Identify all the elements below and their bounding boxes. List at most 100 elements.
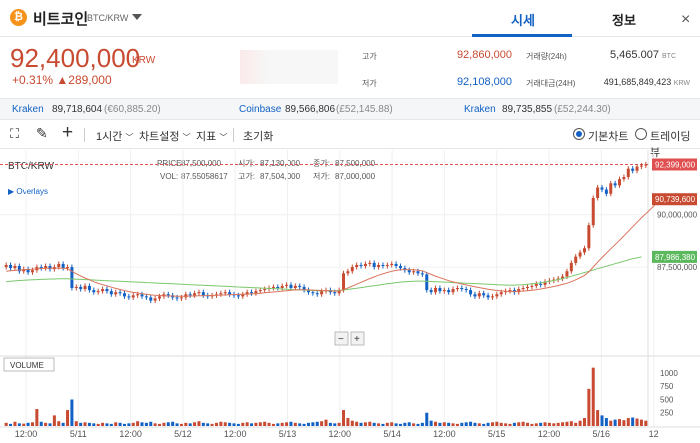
exchange-sub: (€60,885.20) — [104, 104, 161, 115]
candle-body — [306, 290, 310, 293]
zoom-in-button[interactable] — [350, 331, 365, 346]
tradingview-label[interactable]: 트레이딩뷰 — [650, 131, 691, 159]
chart-grid — [0, 150, 700, 428]
tab-info[interactable]: 정보 — [612, 13, 636, 28]
volume-bar — [61, 422, 65, 426]
pen-icon[interactable]: ✎ — [36, 125, 48, 141]
exchange-name[interactable]: Kraken — [464, 104, 496, 115]
candle-body — [469, 290, 473, 295]
coin-name[interactable]: 비트코인 — [33, 11, 89, 28]
volume-bar — [320, 421, 324, 426]
candle-body — [526, 286, 530, 288]
chevron-down-icon: ﹀ — [125, 133, 134, 142]
overlays-toggle[interactable]: ▶ Overlays — [8, 187, 48, 196]
candle-body — [530, 285, 534, 287]
exchange-sub: (£52,145.88) — [336, 104, 393, 115]
candle-body — [4, 264, 8, 268]
volume-bar — [236, 423, 240, 426]
candle-body — [166, 294, 170, 296]
amount-unit: KRW — [673, 80, 690, 87]
volume-tick-label: 500 — [660, 395, 674, 404]
candle-body — [639, 165, 643, 167]
volume-bar — [631, 417, 635, 426]
volume-bar — [206, 423, 210, 426]
time-axis: 12:00 5/11 12:00 5/12 12:00 5/13 12:00 5/14 12:0… — [15, 429, 659, 439]
candle-body — [596, 187, 600, 198]
volume-label: 거래량(24h) — [526, 52, 567, 61]
zoom-in-icon[interactable]: + — [354, 334, 360, 345]
volume-bar — [333, 423, 337, 426]
candle-body — [561, 276, 565, 279]
volume-bar — [517, 422, 521, 426]
volume-bar — [512, 422, 516, 426]
volume-bar — [228, 422, 232, 426]
candle-body — [188, 294, 192, 296]
volume-bar — [582, 418, 586, 426]
exchange-price: 89,735,855 — [502, 104, 553, 115]
basic-chart-label[interactable]: 기본차트 — [588, 131, 629, 143]
reset-button[interactable]: 초기화 — [243, 131, 274, 143]
indicators-button[interactable]: 지표 ﹀ — [196, 128, 227, 144]
tab-quote[interactable]: 시세 — [511, 13, 535, 28]
chevron-down-icon: ﹀ — [182, 133, 191, 142]
volume-bar — [52, 415, 56, 426]
candle-body — [223, 292, 227, 294]
exchange-sub: (£52,244.30) — [554, 104, 611, 115]
close-icon[interactable]: × — [681, 11, 691, 28]
zoom-out-button[interactable] — [334, 331, 349, 346]
volume-bar — [368, 421, 372, 426]
candle-body — [105, 289, 109, 292]
coin-pair: BTC/KRW — [87, 13, 129, 23]
amount-number: 491,685,849,423 — [603, 77, 672, 87]
high-label: 고가 — [362, 52, 377, 61]
price-unit: KRW — [132, 55, 156, 66]
basic-chart-radio[interactable] — [573, 128, 585, 140]
expand-icon[interactable]: ⛶ — [10, 126, 20, 141]
candle-body — [57, 263, 61, 268]
exchange-price: 89,718,604 — [52, 104, 103, 115]
price-tag — [652, 193, 697, 206]
candle-body — [355, 264, 359, 268]
exchange-name[interactable]: Kraken — [12, 104, 44, 115]
time-tick-label: 12:00 — [224, 429, 247, 439]
price-axis: 90,000,000 87,500,000 92,399,000 90,739,600… — [652, 158, 698, 418]
price-chart[interactable]: BTC/KRW ▶ Overlays PRICE: 87,500,000 VOL… — [0, 150, 700, 443]
candle-body — [285, 284, 289, 286]
candle-body — [302, 286, 306, 291]
time-tick-label: 12:00 — [433, 429, 456, 439]
interval-label: 1시간 — [96, 131, 123, 143]
high-value: 92,860,000 — [456, 49, 512, 61]
candle-body — [280, 285, 284, 288]
chart-settings-button[interactable]: 차트설정 ﹀ — [139, 128, 191, 144]
candle-body — [17, 266, 21, 272]
candle-body — [394, 263, 398, 267]
info-high: 87,504,000 — [260, 172, 301, 181]
volume-label-box — [3, 357, 55, 372]
interval-select[interactable]: 1시간 ﹀ — [96, 128, 133, 144]
info-vol-label: VOL: — [160, 172, 178, 181]
volume-value: 5,465.007 BTC — [570, 49, 676, 61]
candle-body — [429, 290, 433, 293]
volume-bar — [4, 422, 8, 426]
candle-body — [495, 294, 499, 297]
zoom-out-icon[interactable]: − — [338, 334, 344, 345]
volume-bar — [596, 410, 600, 426]
volume-bar — [377, 423, 381, 426]
candle-body — [149, 297, 153, 301]
volume-bar — [241, 422, 245, 426]
ma-short-line — [6, 204, 655, 297]
candle-body — [30, 270, 34, 273]
time-tick-label: 12:00 — [15, 429, 38, 439]
tradingview-radio[interactable] — [635, 128, 647, 140]
candle-body — [377, 264, 381, 268]
volume-bar — [372, 422, 376, 426]
exchange-name[interactable]: Coinbase — [239, 104, 282, 115]
candle-body — [131, 295, 135, 298]
volume-bar — [539, 422, 543, 426]
caret-down-icon[interactable] — [132, 14, 142, 20]
crosshair-icon[interactable]: + — [62, 122, 74, 143]
volume-bar — [346, 418, 350, 426]
candle-body — [350, 267, 354, 272]
candle-body — [490, 296, 494, 298]
volume-bar — [552, 423, 556, 426]
